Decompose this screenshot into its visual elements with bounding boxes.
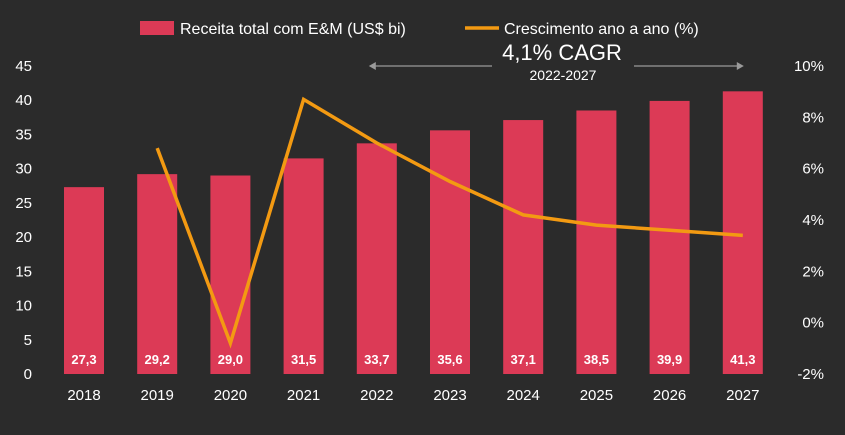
bar xyxy=(137,174,178,374)
y-tick-label: 45 xyxy=(15,58,32,75)
y2-tick-label: -2% xyxy=(797,366,824,383)
x-tick-label: 2026 xyxy=(653,387,686,404)
bar xyxy=(649,100,690,374)
chart-legend: Receita total com E&M (US$ bi) Crescimen… xyxy=(140,21,699,38)
y-tick-label: 5 xyxy=(24,332,32,349)
right-axis: -2% 0% 2% 4% 6% 8% 10% xyxy=(794,58,824,383)
x-tick-label: 2023 xyxy=(433,387,466,404)
bar xyxy=(503,120,544,375)
bar-value-label: 33,7 xyxy=(364,352,389,367)
cagr-period: 2022-2027 xyxy=(530,67,597,83)
bar-value-label: 37,1 xyxy=(511,352,536,367)
cagr-annotation: 4,1% CAGR 2022-2027 xyxy=(368,40,744,83)
x-tick-label: 2025 xyxy=(580,387,613,404)
legend-label-growth: Crescimento ano a ano (%) xyxy=(504,21,699,38)
y-tick-label: 10 xyxy=(15,298,32,315)
bar-value-label: 29,0 xyxy=(218,352,243,367)
revenue-bar-labels: 27,3 29,2 29,0 31,5 33,7 35,6 37,1 38,5 39,9 41,3 xyxy=(71,352,755,367)
cagr-arrowhead-left xyxy=(368,62,376,70)
left-axis: 0 5 10 15 20 25 30 35 40 45 xyxy=(15,58,32,383)
x-tick-label: 2022 xyxy=(360,387,393,404)
y2-tick-label: 6% xyxy=(802,161,824,178)
bar xyxy=(283,158,324,374)
y2-tick-label: 2% xyxy=(802,263,824,280)
bar xyxy=(722,91,763,374)
bar xyxy=(356,143,397,374)
x-tick-label: 2018 xyxy=(67,387,100,404)
bar-value-label: 31,5 xyxy=(291,352,316,367)
growth-line-series xyxy=(155,96,743,349)
legend-label-revenue: Receita total com E&M (US$ bi) xyxy=(180,21,406,38)
x-tick-label: 2021 xyxy=(287,387,320,404)
y-tick-label: 30 xyxy=(15,161,32,178)
cagr-label: 4,1% CAGR xyxy=(502,40,622,65)
revenue-bars xyxy=(64,91,763,375)
bar-value-label: 29,2 xyxy=(145,352,170,367)
y-tick-label: 15 xyxy=(15,263,32,280)
y-tick-label: 20 xyxy=(15,229,32,246)
bar xyxy=(430,130,470,374)
y2-tick-label: 4% xyxy=(802,212,824,229)
bar-value-label: 39,9 xyxy=(657,352,682,367)
y-tick-label: 25 xyxy=(15,195,32,212)
bar xyxy=(576,110,617,374)
y-tick-label: 0 xyxy=(24,366,32,383)
bar-value-label: 38,5 xyxy=(584,352,609,367)
x-tick-label: 2019 xyxy=(141,387,174,404)
bar-value-label: 41,3 xyxy=(730,352,755,367)
x-axis: 2018 2019 2020 2021 2022 2023 2024 2025 2026 2027 xyxy=(67,387,759,404)
bar xyxy=(64,187,104,374)
y2-tick-label: 8% xyxy=(802,109,824,126)
y-tick-label: 35 xyxy=(15,126,32,143)
bar-value-label: 27,3 xyxy=(71,352,96,367)
x-tick-label: 2020 xyxy=(214,387,247,404)
y2-tick-label: 0% xyxy=(802,315,824,332)
cagr-arrowhead-right xyxy=(736,62,744,70)
x-tick-label: 2024 xyxy=(507,387,540,404)
x-tick-label: 2027 xyxy=(726,387,759,404)
bar-value-label: 35,6 xyxy=(437,352,462,367)
legend-swatch-revenue xyxy=(140,21,174,35)
y2-tick-label: 10% xyxy=(794,58,824,75)
y-tick-label: 40 xyxy=(15,92,32,109)
